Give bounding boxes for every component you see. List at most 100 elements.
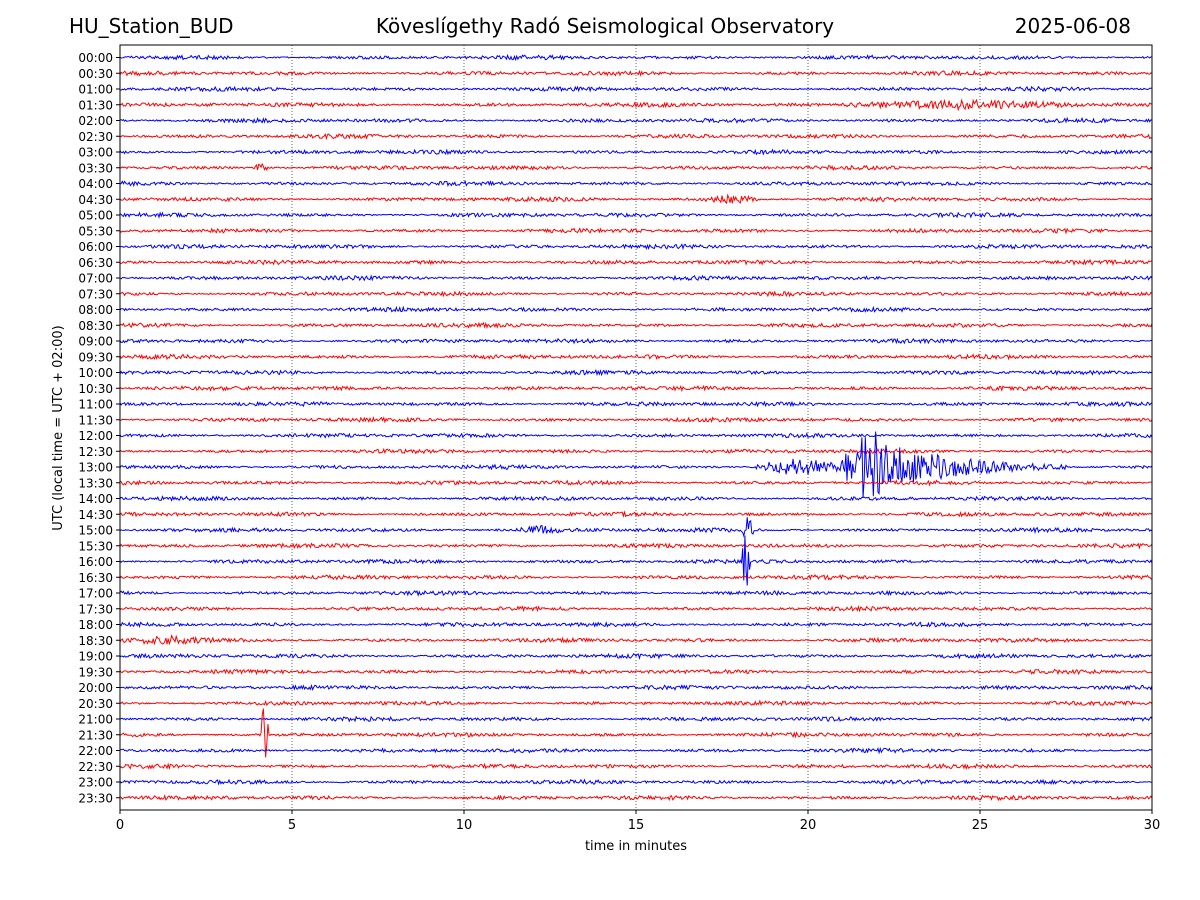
y-tick-label: 18:00 — [78, 618, 113, 632]
y-tick-label: 06:00 — [78, 240, 113, 254]
trace-0930 — [119, 353, 1153, 361]
y-tick-label: 05:00 — [78, 209, 113, 223]
x-tick-label: 15 — [628, 818, 645, 833]
trace-2100 — [119, 715, 1153, 723]
y-tick-label: 02:30 — [78, 130, 113, 144]
trace-0500 — [119, 211, 1153, 219]
y-tick-label: 01:30 — [78, 98, 113, 112]
trace-1100 — [119, 400, 1153, 408]
trace-0730 — [119, 290, 1153, 298]
trace-0300 — [119, 148, 1153, 156]
trace-1330 — [119, 479, 1152, 487]
trace-1200 — [119, 432, 1153, 439]
trace-1900 — [119, 652, 1153, 660]
x-tick-label: 5 — [288, 818, 296, 833]
y-tick-label: 23:30 — [78, 791, 113, 805]
x-tick-label: 0 — [116, 818, 124, 833]
y-tick-label: 00:30 — [78, 67, 113, 81]
trace-0200 — [119, 116, 1153, 124]
y-tick-label: 08:30 — [78, 319, 113, 333]
trace-0800 — [119, 305, 1153, 313]
seismic-traces — [119, 53, 1153, 802]
y-tick-label: 13:00 — [78, 461, 113, 475]
y-tick-label: 03:00 — [78, 146, 113, 160]
trace-1030 — [119, 384, 1153, 393]
y-tick-label: 04:30 — [78, 193, 113, 207]
trace-2030 — [119, 699, 1153, 707]
observatory-title: Köveslígethy Radó Seismological Observat… — [375, 14, 835, 38]
trace-1000 — [119, 368, 1153, 377]
y-tick-label: 19:00 — [78, 650, 113, 664]
trace-1300 — [119, 431, 1153, 498]
y-tick-label: 17:00 — [78, 587, 113, 601]
y-tick-label: 19:30 — [78, 665, 113, 679]
x-axis-ticks: 0 5 10 15 20 25 30 — [116, 810, 1160, 833]
trace-1700 — [119, 589, 1153, 597]
trace-1130 — [119, 416, 1153, 424]
trace-0030 — [119, 69, 1153, 77]
trace-0630 — [119, 258, 1153, 267]
trace-0000 — [119, 53, 1153, 62]
trace-0900 — [119, 337, 1153, 345]
y-axis-label: UTC (local time = UTC + 02:00) — [51, 325, 66, 530]
y-tick-label: 22:00 — [78, 744, 113, 758]
trace-1600 — [119, 535, 1153, 586]
trace-1400 — [119, 495, 1153, 502]
trace-1230 — [119, 447, 1153, 455]
trace-1930 — [119, 668, 1153, 676]
y-tick-label: 21:00 — [78, 713, 113, 727]
trace-1800 — [119, 621, 1153, 629]
trace-0330 — [119, 162, 1153, 172]
y-tick-label: 11:30 — [78, 413, 113, 427]
y-tick-label: 11:00 — [78, 398, 113, 412]
y-tick-label: 00:00 — [78, 51, 113, 65]
y-tick-label: 15:30 — [78, 539, 113, 553]
x-tick-label: 30 — [1144, 818, 1161, 833]
x-tick-label: 25 — [972, 818, 989, 833]
y-tick-label: 10:00 — [78, 366, 113, 380]
x-tick-label: 10 — [456, 818, 473, 833]
y-tick-label: 05:30 — [78, 224, 113, 238]
trace-0600 — [119, 243, 1153, 251]
trace-2200 — [119, 746, 1153, 755]
station-name: HU_Station_BUD — [69, 14, 234, 38]
trace-0230 — [119, 132, 1153, 141]
y-tick-label: 20:00 — [78, 681, 113, 695]
trace-0430 — [119, 193, 1153, 205]
y-tick-label: 14:30 — [78, 508, 113, 522]
y-tick-label: 09:30 — [78, 350, 113, 364]
trace-1730 — [119, 604, 1153, 613]
y-tick-label: 14:00 — [78, 492, 113, 506]
trace-0530 — [119, 227, 1153, 235]
y-tick-label: 15:00 — [78, 524, 113, 538]
y-tick-label: 21:30 — [78, 728, 113, 742]
y-tick-label: 20:30 — [78, 697, 113, 711]
record-date: 2025-06-08 — [1014, 14, 1131, 38]
y-tick-label: 22:30 — [78, 760, 113, 774]
trace-0700 — [119, 274, 1153, 282]
y-tick-label: 09:00 — [78, 335, 113, 349]
y-tick-label: 03:30 — [78, 161, 113, 175]
x-tick-label: 20 — [800, 818, 817, 833]
y-tick-label: 07:00 — [78, 272, 113, 286]
trace-1430 — [119, 510, 1153, 518]
y-tick-label: 13:30 — [78, 476, 113, 490]
y-tick-label: 07:30 — [78, 287, 113, 301]
y-tick-label: 06:30 — [78, 256, 113, 270]
trace-0100 — [119, 85, 1153, 93]
trace-2300 — [119, 778, 1153, 786]
x-gridlines — [291, 45, 981, 810]
trace-0830 — [119, 321, 1153, 330]
y-tick-label: 17:30 — [78, 602, 113, 616]
y-tick-label: 16:00 — [78, 555, 113, 569]
trace-1630 — [119, 574, 1153, 581]
trace-1530 — [119, 542, 1153, 550]
trace-1500 — [119, 517, 1153, 538]
y-tick-label: 01:00 — [78, 83, 113, 97]
x-axis-label: time in minutes — [585, 839, 687, 854]
y-tick-label: 10:30 — [78, 382, 113, 396]
y-tick-label: 02:00 — [78, 114, 113, 128]
trace-2130 — [119, 708, 1153, 758]
